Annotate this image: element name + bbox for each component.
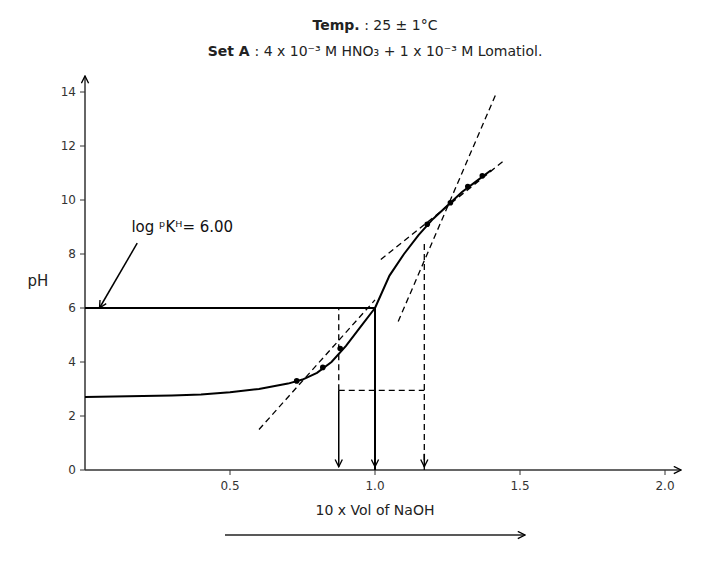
dashed-line bbox=[338, 308, 339, 390]
y-tick-label: 8 bbox=[68, 247, 76, 261]
x-tick-label: 0.5 bbox=[220, 479, 239, 493]
y-tick-label: 0 bbox=[68, 463, 76, 477]
chart-svg: Temp. : 25 ± 1°C Set A : 4 x 10⁻³ M HNO₃ … bbox=[0, 0, 703, 562]
y-axis-label: pH bbox=[28, 272, 49, 290]
dashed-line bbox=[381, 160, 506, 260]
curve bbox=[374, 308, 376, 470]
x-tick-label: 2.0 bbox=[655, 479, 674, 493]
curve bbox=[85, 308, 375, 397]
data-point bbox=[320, 365, 326, 371]
data-point bbox=[424, 222, 430, 228]
title: Temp. : 25 ± 1°C bbox=[313, 17, 438, 33]
dashed-line bbox=[259, 300, 375, 430]
curve bbox=[85, 307, 375, 309]
y-tick-label: 10 bbox=[61, 193, 76, 207]
y-tick bbox=[80, 92, 85, 93]
y-tick-label: 12 bbox=[61, 139, 76, 153]
x-label-arrow bbox=[225, 534, 525, 536]
x-tick bbox=[375, 470, 376, 475]
x-tick bbox=[520, 470, 521, 475]
y-tick-label: 6 bbox=[68, 301, 76, 315]
dashed-line bbox=[339, 390, 425, 391]
axes: 0 2 4 6 8 10 12 14 0.5 1.0 1.5 2.0 bbox=[61, 76, 681, 493]
x-axis-label: 10 x Vol of NaOH bbox=[316, 502, 435, 518]
x-tick-label: 1.0 bbox=[365, 479, 384, 493]
y-tick bbox=[80, 254, 85, 255]
y-tick-label: 4 bbox=[68, 355, 76, 369]
y-tick-label: 2 bbox=[68, 409, 76, 423]
y-tick bbox=[80, 362, 85, 363]
annotation: log ᵖKᴴ= 6.00 bbox=[131, 218, 233, 236]
y-tick bbox=[80, 470, 85, 471]
y-axis-line bbox=[84, 76, 86, 470]
y-tick bbox=[80, 308, 85, 309]
arrow bbox=[338, 390, 340, 466]
curve bbox=[375, 170, 491, 308]
arrow bbox=[424, 454, 426, 467]
y-tick-label: 14 bbox=[61, 85, 76, 99]
arrows bbox=[100, 243, 425, 467]
plot-area bbox=[85, 92, 506, 470]
arrow bbox=[374, 454, 376, 467]
chart-container: Temp. : 25 ± 1°C Set A : 4 x 10⁻³ M HNO₃ … bbox=[0, 0, 703, 562]
y-tick bbox=[80, 416, 85, 417]
dashed-line bbox=[424, 241, 425, 471]
x-tick-label: 1.5 bbox=[510, 479, 529, 493]
data-point bbox=[294, 378, 300, 384]
x-tick bbox=[665, 470, 666, 475]
subtitle: Set A : 4 x 10⁻³ M HNO₃ + 1 x 10⁻³ M Lom… bbox=[208, 43, 543, 59]
x-axis-line bbox=[85, 469, 681, 471]
x-tick bbox=[230, 470, 231, 475]
y-tick bbox=[80, 200, 85, 201]
y-tick bbox=[80, 146, 85, 147]
arrow bbox=[100, 243, 138, 308]
